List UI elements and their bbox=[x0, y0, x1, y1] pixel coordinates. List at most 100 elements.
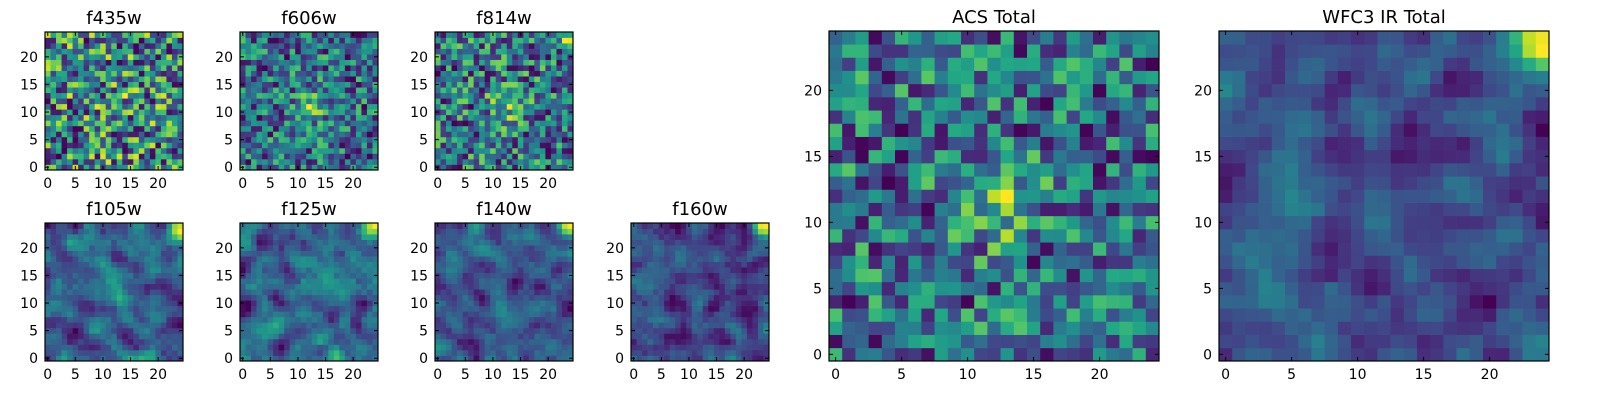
heatmap-cell bbox=[94, 43, 101, 49]
heatmap-cell bbox=[284, 120, 291, 127]
heatmap-cell bbox=[267, 272, 274, 279]
heatmap-cell bbox=[122, 142, 129, 149]
heatmap-cell bbox=[921, 215, 935, 230]
heatmap-cell bbox=[724, 311, 731, 318]
heatmap-cell bbox=[328, 70, 335, 77]
heatmap-cell bbox=[1093, 281, 1107, 296]
heatmap-cell bbox=[61, 289, 68, 296]
heatmap-cell bbox=[166, 272, 173, 279]
heatmap-cell bbox=[647, 267, 654, 274]
heatmap-cell bbox=[333, 98, 340, 105]
heatmap-cell bbox=[561, 305, 568, 312]
heatmap-cell bbox=[361, 338, 368, 345]
heatmap-cell bbox=[741, 289, 748, 296]
heatmap-cell bbox=[171, 59, 178, 66]
heatmap-cell bbox=[763, 283, 770, 290]
heatmap-cell bbox=[517, 311, 524, 318]
heatmap-cell bbox=[328, 48, 335, 55]
heatmap-cell bbox=[245, 294, 252, 301]
heatmap-cell bbox=[111, 147, 118, 154]
heatmap-cell bbox=[284, 316, 291, 323]
heatmap-cell bbox=[517, 267, 524, 274]
heatmap-cell bbox=[72, 147, 79, 154]
heatmap-cell bbox=[355, 327, 362, 334]
heatmap-cell bbox=[94, 59, 101, 66]
heatmap-cell bbox=[713, 333, 720, 340]
heatmap-cell bbox=[83, 70, 90, 77]
heatmap-cell bbox=[528, 327, 535, 334]
heatmap-cell bbox=[67, 92, 73, 99]
heatmap-cell bbox=[763, 256, 770, 262]
heatmap-cell bbox=[61, 158, 68, 165]
heatmap-cell bbox=[78, 59, 84, 66]
heatmap-cell bbox=[138, 37, 145, 44]
heatmap-cell bbox=[56, 333, 62, 340]
heatmap-cell bbox=[344, 136, 351, 143]
heatmap-cell bbox=[83, 349, 90, 356]
heatmap-cell bbox=[61, 125, 68, 132]
heatmap-cell bbox=[177, 305, 184, 312]
heatmap-cell bbox=[94, 294, 101, 301]
heatmap-cell bbox=[1093, 176, 1107, 190]
heatmap-cell bbox=[273, 311, 279, 318]
heatmap-cell bbox=[501, 278, 508, 285]
heatmap-cell bbox=[451, 43, 458, 49]
heatmap-cell bbox=[528, 103, 535, 110]
heatmap-cell bbox=[251, 32, 257, 38]
heatmap-cell bbox=[245, 311, 252, 318]
heatmap-cell bbox=[251, 316, 257, 323]
heatmap-cell bbox=[333, 250, 340, 257]
heatmap-cell bbox=[730, 355, 737, 362]
heatmap-cell bbox=[523, 164, 530, 171]
heatmap-cell bbox=[160, 338, 167, 345]
heatmap-cell bbox=[468, 114, 474, 121]
heatmap-cell bbox=[273, 76, 279, 83]
heatmap-cell bbox=[457, 103, 463, 110]
heatmap-cell bbox=[523, 32, 530, 38]
x-tick-label: 20 bbox=[344, 367, 362, 383]
heatmap-cell bbox=[127, 267, 134, 274]
heatmap-cell bbox=[138, 234, 145, 240]
heatmap-cell bbox=[171, 147, 178, 154]
heatmap-cell bbox=[561, 48, 568, 55]
heatmap-cell bbox=[539, 278, 546, 285]
heatmap-cell bbox=[435, 48, 441, 55]
heatmap-cell bbox=[133, 272, 140, 279]
heatmap-cell bbox=[881, 308, 896, 322]
y-tick-label: 10 bbox=[215, 296, 233, 312]
heatmap-cell bbox=[512, 37, 519, 44]
heatmap-cell bbox=[355, 311, 362, 318]
heatmap-cell bbox=[457, 125, 463, 132]
heatmap-cell bbox=[741, 322, 748, 329]
heatmap-cell bbox=[468, 153, 474, 160]
heatmap-cell bbox=[719, 300, 726, 307]
heatmap-cell bbox=[1132, 189, 1147, 203]
heatmap-cell bbox=[631, 256, 637, 262]
heatmap-cell bbox=[50, 92, 57, 99]
heatmap-cell bbox=[561, 228, 568, 235]
heatmap-cell bbox=[468, 283, 474, 290]
heatmap-cell bbox=[333, 338, 340, 345]
heatmap-cell bbox=[278, 136, 285, 143]
heatmap-cell bbox=[284, 70, 291, 77]
heatmap-cell bbox=[501, 234, 508, 240]
heatmap-cell bbox=[881, 281, 896, 296]
heatmap-cell bbox=[245, 48, 252, 55]
heatmap-cell bbox=[155, 228, 162, 235]
heatmap-cell bbox=[653, 289, 659, 296]
heatmap-cell bbox=[763, 333, 770, 340]
heatmap-cell bbox=[512, 245, 519, 251]
heatmap-cell bbox=[479, 59, 486, 66]
heatmap-cell bbox=[105, 338, 112, 345]
heatmap-cell bbox=[328, 316, 335, 323]
heatmap-cell bbox=[133, 131, 140, 138]
y-tick-label: 5 bbox=[419, 133, 428, 149]
heatmap-cell bbox=[697, 267, 704, 274]
heatmap-cell bbox=[171, 355, 178, 362]
heatmap-cell bbox=[256, 355, 263, 362]
heatmap-cell bbox=[484, 70, 491, 77]
heatmap-cell bbox=[1027, 163, 1041, 177]
heatmap-cell bbox=[921, 255, 935, 269]
heatmap-cell bbox=[1093, 255, 1107, 269]
heatmap-cell bbox=[240, 98, 246, 105]
